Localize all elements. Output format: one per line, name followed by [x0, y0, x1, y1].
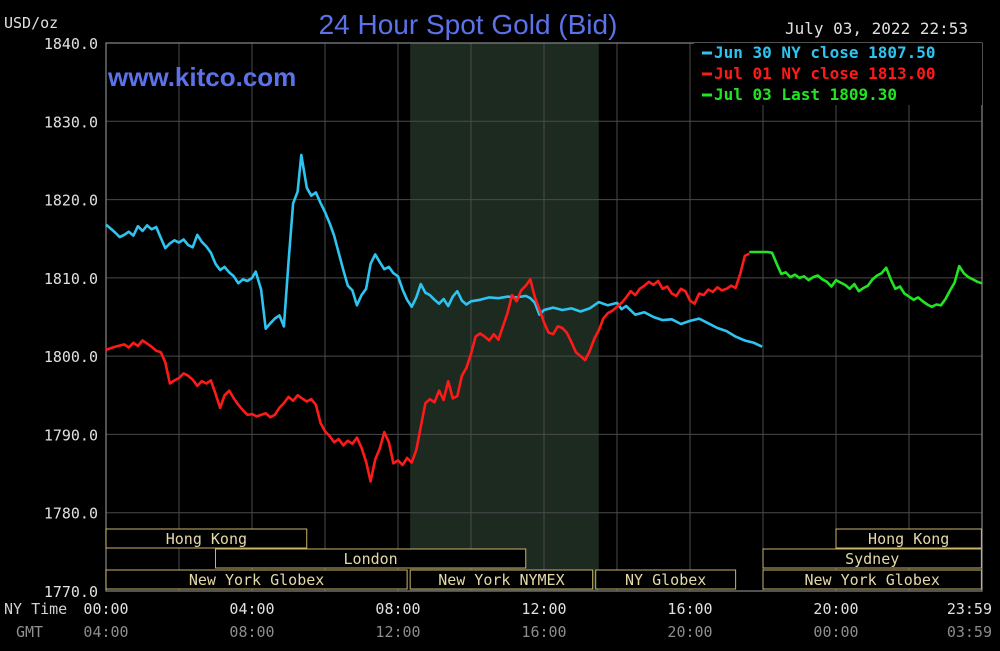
y-tick-label: 1780.0 [44, 505, 98, 523]
session-bar [762, 548, 982, 569]
y-tick-label: 1790.0 [44, 426, 98, 444]
session-label: Hong Kong [868, 530, 949, 548]
x-tick-label-ny: 08:00 [375, 600, 420, 618]
session-label: Hong Kong [166, 530, 247, 548]
legend: Jun 30 NY close 1807.50 Jul 01 NY close 1… [694, 43, 982, 105]
chart-timestamp: July 03, 2022 22:53 [785, 19, 968, 38]
x-tick-label-ny: 12:00 [521, 600, 566, 618]
series-line [105, 153, 763, 348]
market-sessions: Hong Kong Hong Kong London Sydney New York G… [105, 528, 982, 590]
x-tick-label-gmt: 04:00 [83, 623, 128, 641]
legend-entry: Jul 03 Last 1809.30 [714, 85, 897, 104]
ny-time-row-label: NY Time [4, 600, 67, 618]
y-tick-label: 1840.0 [44, 35, 98, 53]
y-axis-unit-label: USD/oz [4, 14, 58, 32]
legend-entry: Jun 30 NY close 1807.50 [714, 43, 936, 62]
session-label: NY Globex [625, 571, 706, 589]
session-label: New York Globex [189, 571, 324, 589]
y-tick-label: 1800.0 [44, 348, 98, 366]
x-tick-label-gmt: 03:59 [947, 623, 992, 641]
session-bar [215, 548, 527, 569]
session-bar [105, 569, 408, 590]
gmt-row-label: GMT [16, 623, 43, 641]
legend-background [694, 43, 982, 105]
x-tick-label-ny: 16:00 [667, 600, 712, 618]
x-tick-label-gmt: 20:00 [667, 623, 712, 641]
price-series [105, 153, 983, 483]
session-label: London [344, 550, 398, 568]
y-tick-label: 1770.0 [44, 583, 98, 601]
y-tick-label: 1810.0 [44, 270, 98, 288]
x-tick-label-ny: 23:59 [947, 600, 992, 618]
x-tick-label-gmt: 00:00 [813, 623, 858, 641]
session-bar [595, 569, 737, 590]
plot-frame [105, 42, 983, 592]
x-tick-label-ny: 20:00 [813, 600, 858, 618]
x-tick-label-gmt: 16:00 [521, 623, 566, 641]
session-bar [762, 569, 982, 590]
session-label: New York NYMEX [438, 571, 564, 589]
x-tick-label-ny: 00:00 [83, 600, 128, 618]
session-label: Sydney [845, 550, 899, 568]
watermark-text: www.kitco.com [107, 62, 296, 92]
session-label: New York Globex [804, 571, 939, 589]
y-tick-label: 1820.0 [44, 192, 98, 210]
grid-lines [105, 42, 983, 592]
legend-entry: Jul 01 NY close 1813.00 [714, 64, 936, 83]
axes: 1840.0 1830.0 1820.0 1810.0 1800.0 1790.0 1780… [44, 35, 992, 641]
session-bar [105, 528, 308, 549]
x-tick-label-gmt: 12:00 [375, 623, 420, 641]
shaded-session-band [410, 43, 599, 591]
x-tick-label-gmt: 08:00 [229, 623, 274, 641]
chart-title: 24 Hour Spot Gold (Bid) [319, 9, 618, 40]
y-tick-label: 1830.0 [44, 113, 98, 131]
series-line [749, 250, 983, 309]
x-tick-label-ny: 04:00 [229, 600, 274, 618]
series-line [105, 252, 750, 483]
session-bar [835, 528, 982, 549]
nymex-shaded-region [410, 43, 599, 591]
session-bar [409, 569, 594, 590]
